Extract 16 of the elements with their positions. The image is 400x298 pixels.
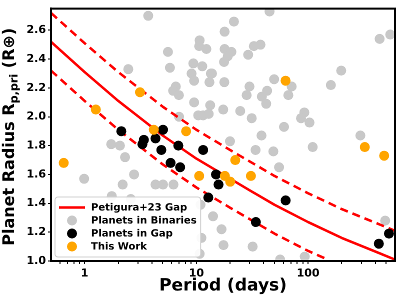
legend-label: Petigura+23 Gap [91,202,188,214]
y-tick-label: 2.0 [26,110,46,123]
x-tick-label: 1 [80,266,88,280]
y-tick-label: 1.4 [26,196,46,210]
x-tick-label: 100 [296,266,320,280]
y-tick-label: 1.2 [26,225,46,238]
y-tick-label: 2.2 [26,80,46,94]
y-tick-label: 1.0 [26,254,46,267]
y-tick-label: 1.8 [26,138,46,152]
legend-label: Planets in Binaries [91,216,197,227]
legend-label: Planets in Gap [91,228,173,240]
y-axis-title: Planet Radius Rp,pri (R⊕) [0,28,21,246]
legend-label: This Work [91,242,148,253]
y-tick-label: 2.6 [26,23,46,36]
y-tick-label: 2.4 [26,52,46,65]
y-tick-label: 1.6 [26,167,46,180]
